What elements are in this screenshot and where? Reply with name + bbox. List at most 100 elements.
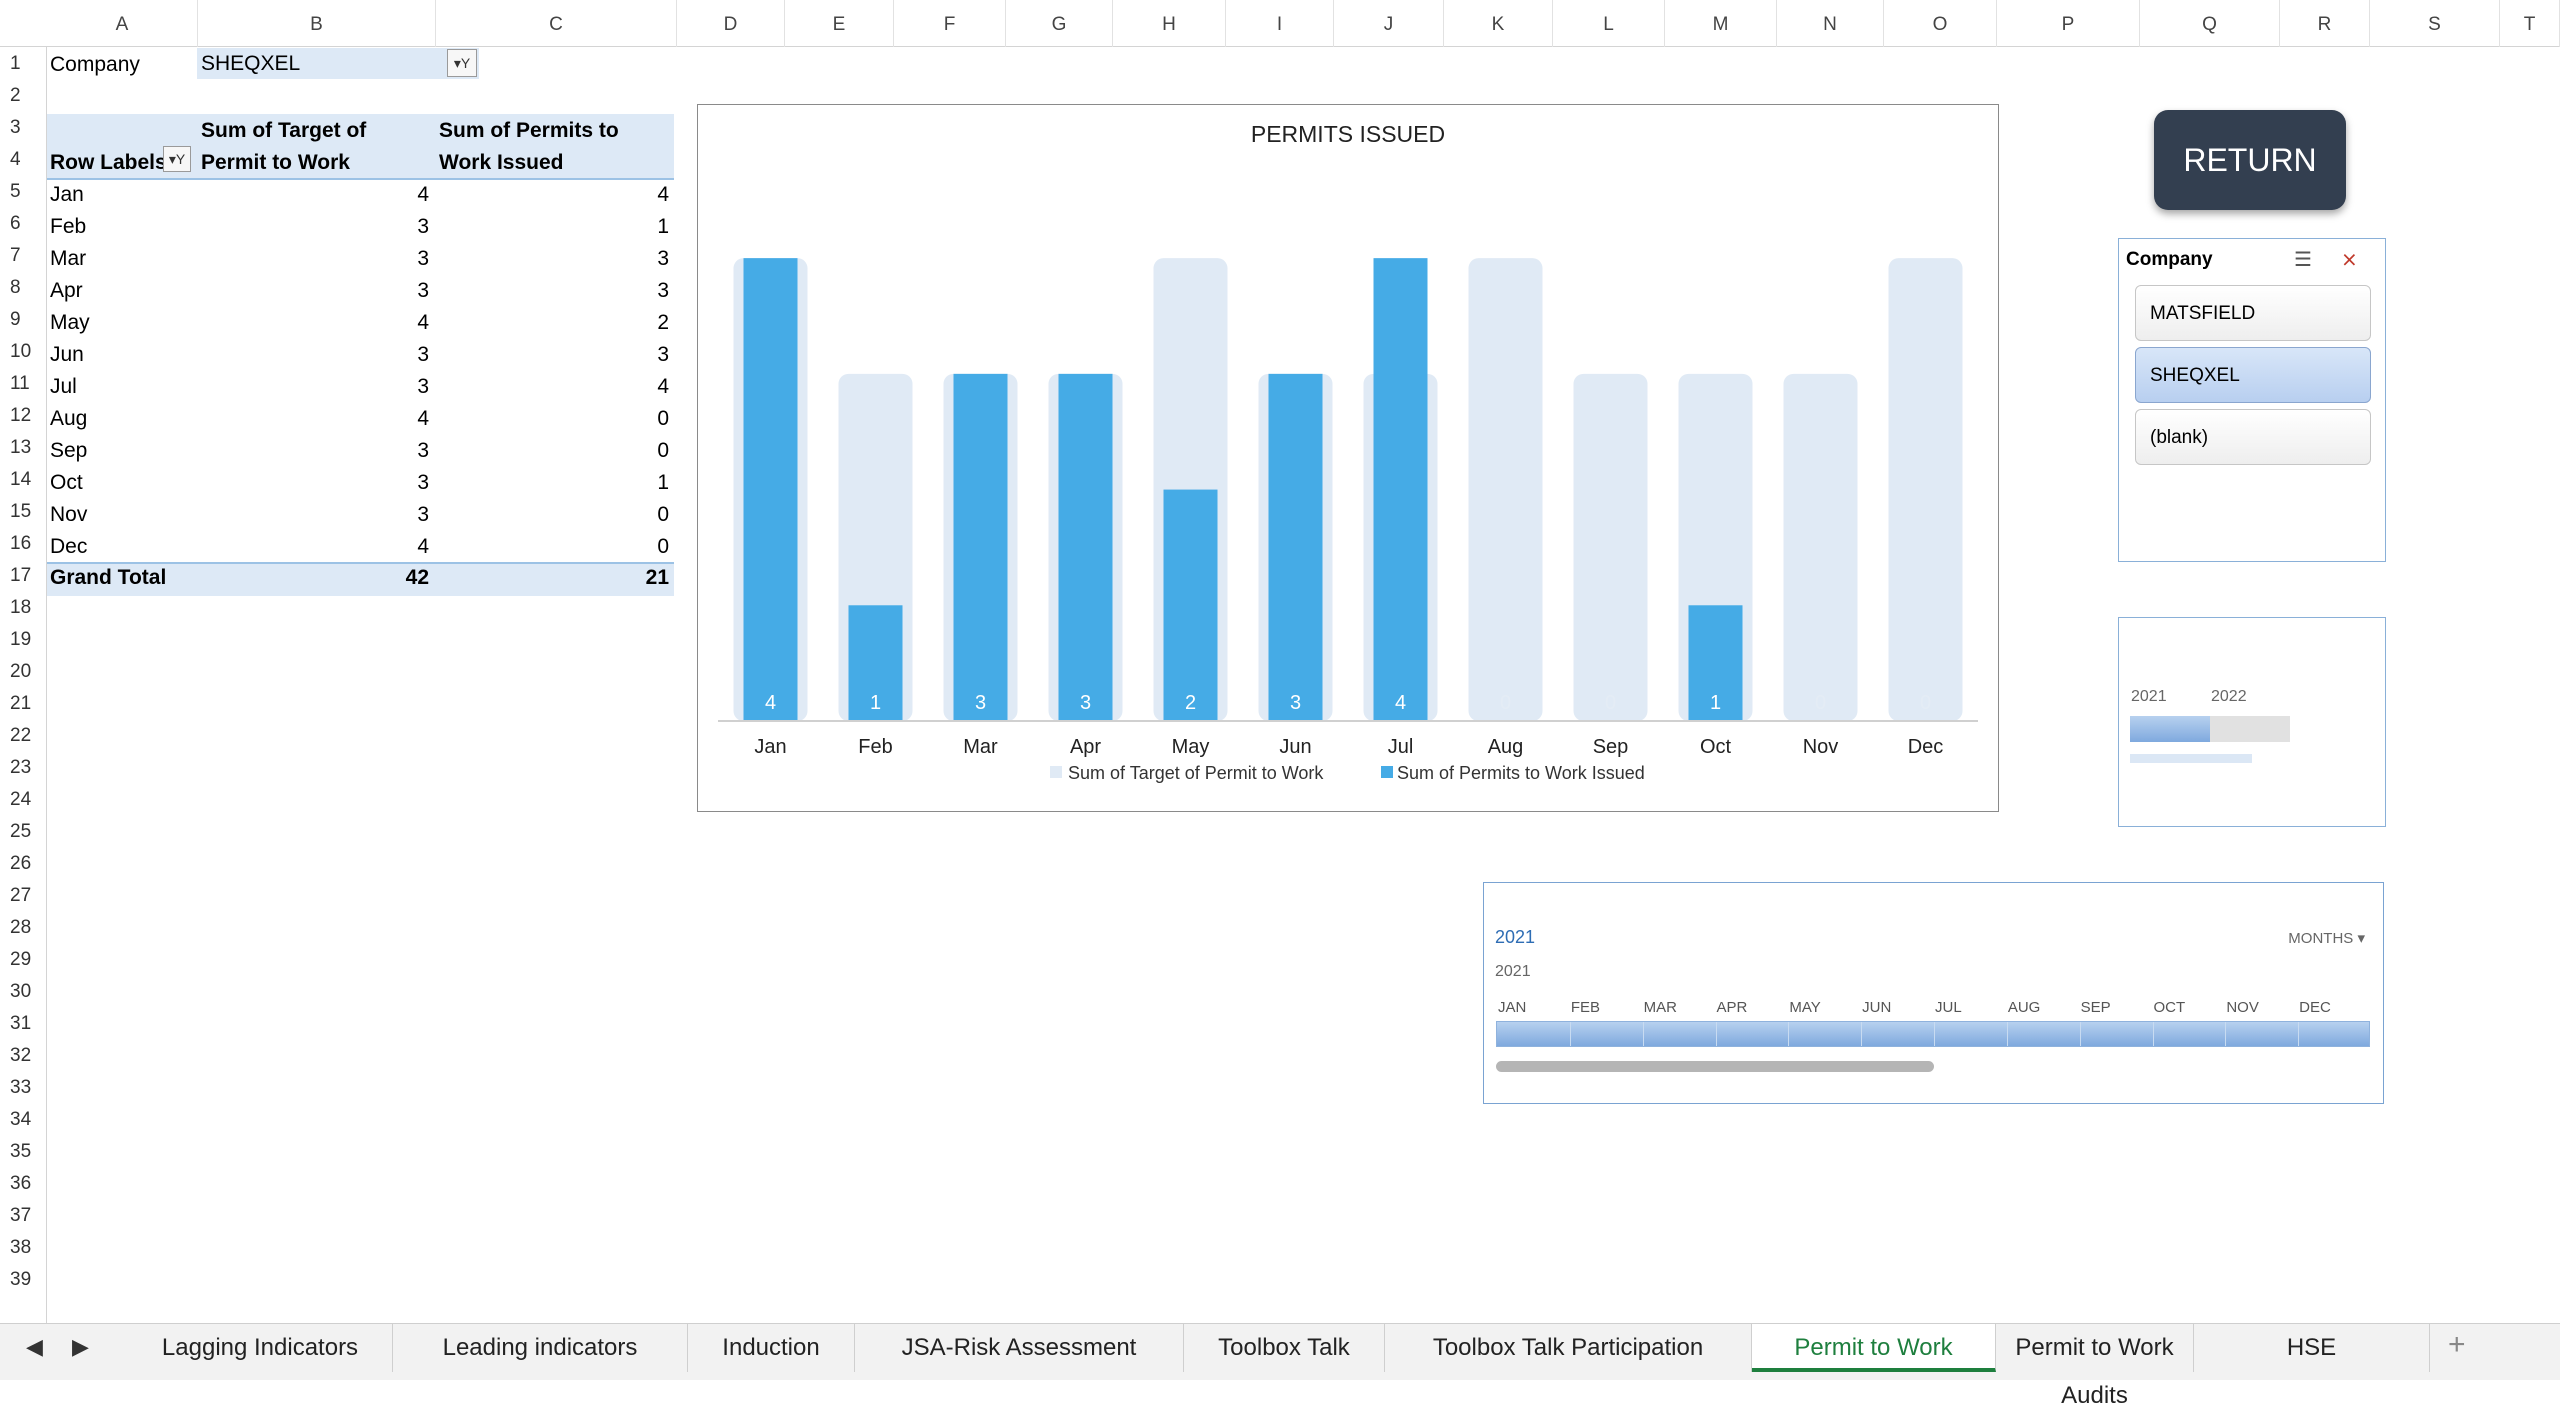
row-header-9[interactable]: 9 <box>10 309 21 330</box>
row-header-27[interactable]: 27 <box>10 885 32 906</box>
timeline-month-jul[interactable]: JUL <box>1935 999 1962 1016</box>
column-header-c[interactable]: C <box>436 0 677 47</box>
row-header-26[interactable]: 26 <box>10 853 32 874</box>
column-header-s[interactable]: S <box>2370 0 2500 47</box>
row-header-2[interactable]: 2 <box>10 85 21 106</box>
row-header-25[interactable]: 25 <box>10 821 32 842</box>
plus-icon[interactable]: + <box>2448 1328 2466 1361</box>
column-header-b[interactable]: B <box>198 0 436 47</box>
tab-toolbox-talk[interactable]: Toolbox Talk <box>1184 1324 1385 1372</box>
row-header-17[interactable]: 17 <box>10 565 32 586</box>
tab-leading-indicators[interactable]: Leading indicators <box>393 1324 688 1372</box>
timeline-month-apr[interactable]: APR <box>1716 999 1748 1016</box>
row-header-8[interactable]: 8 <box>10 277 21 298</box>
row-header-38[interactable]: 38 <box>10 1237 32 1258</box>
year-label-2021[interactable]: 2021 <box>2131 688 2167 705</box>
row-header-21[interactable]: 21 <box>10 693 32 714</box>
row-header-4[interactable]: 4 <box>10 149 21 170</box>
timeline-month-jun[interactable]: JUN <box>1862 999 1892 1016</box>
scroll-left-icon[interactable]: ◀ <box>26 1334 43 1359</box>
column-header-t[interactable]: T <box>2500 0 2560 47</box>
timeline-month-jan[interactable]: JAN <box>1498 999 1527 1016</box>
filter-dropdown-icon[interactable]: ▾Y <box>447 49 477 77</box>
scroll-right-icon[interactable]: ▶ <box>72 1334 89 1359</box>
row-header-20[interactable]: 20 <box>10 661 32 682</box>
row-header-22[interactable]: 22 <box>10 725 32 746</box>
slicer-item-sheqxel[interactable]: SHEQXEL <box>2135 347 2371 403</box>
column-header-a[interactable]: A <box>47 0 198 47</box>
column-header-m[interactable]: M <box>1665 0 1777 47</box>
column-header-l[interactable]: L <box>1553 0 1665 47</box>
timeline-level-dropdown[interactable]: MONTHS ▾ <box>2288 929 2365 947</box>
row-header-19[interactable]: 19 <box>10 629 32 650</box>
column-header-h[interactable]: H <box>1113 0 1226 47</box>
timeline-month-sep[interactable]: SEP <box>2080 999 2111 1016</box>
column-header-p[interactable]: P <box>1997 0 2140 47</box>
column-header-n[interactable]: N <box>1777 0 1884 47</box>
tab-hse[interactable]: HSE <box>2194 1324 2430 1372</box>
timeline-month-nov[interactable]: NOV <box>2226 999 2259 1016</box>
pivot-filter-value[interactable]: SHEQXEL <box>197 48 479 79</box>
row-header-24[interactable]: 24 <box>10 789 32 810</box>
year-selection-bar[interactable] <box>2130 716 2210 742</box>
row-header-12[interactable]: 12 <box>10 405 32 426</box>
row-header-34[interactable]: 34 <box>10 1109 32 1130</box>
column-header-g[interactable]: G <box>1006 0 1113 47</box>
column-header-i[interactable]: I <box>1226 0 1334 47</box>
row-header-32[interactable]: 32 <box>10 1045 32 1066</box>
row-header-29[interactable]: 29 <box>10 949 32 970</box>
year-scrollbar[interactable] <box>2130 754 2252 763</box>
column-header-o[interactable]: O <box>1884 0 1997 47</box>
row-header-15[interactable]: 15 <box>10 501 32 522</box>
return-button[interactable]: RETURN <box>2154 110 2346 210</box>
column-header-r[interactable]: R <box>2280 0 2370 47</box>
timeline-scrollbar[interactable] <box>1496 1061 1934 1072</box>
row-header-16[interactable]: 16 <box>10 533 32 554</box>
row-header-23[interactable]: 23 <box>10 757 32 778</box>
column-header-q[interactable]: Q <box>2140 0 2280 47</box>
column-header-k[interactable]: K <box>1444 0 1553 47</box>
row-header-1[interactable]: 1 <box>10 53 21 74</box>
column-header-j[interactable]: J <box>1334 0 1444 47</box>
row-labels-filter-icon[interactable]: ▾Y <box>163 146 191 172</box>
row-header-11[interactable]: 11 <box>10 373 30 394</box>
row-header-39[interactable]: 39 <box>10 1269 32 1290</box>
slicer-item-matsfield[interactable]: MATSFIELD <box>2135 285 2371 341</box>
row-header-6[interactable]: 6 <box>10 213 21 234</box>
row-header-18[interactable]: 18 <box>10 597 32 618</box>
row-header-36[interactable]: 36 <box>10 1173 32 1194</box>
tab-lagging-indicators[interactable]: Lagging Indicators <box>128 1324 393 1372</box>
row-header-5[interactable]: 5 <box>10 181 21 202</box>
row-header-37[interactable]: 37 <box>10 1205 32 1226</box>
row-header-35[interactable]: 35 <box>10 1141 32 1162</box>
row-header-33[interactable]: 33 <box>10 1077 32 1098</box>
tab-toolbox-talk-participation[interactable]: Toolbox Talk Participation <box>1385 1324 1752 1372</box>
timeline-month-mar[interactable]: MAR <box>1643 999 1677 1016</box>
timeline-month-dec[interactable]: DEC <box>2299 999 2331 1016</box>
tab-jsa-risk-assessment[interactable]: JSA-Risk Assessment <box>855 1324 1184 1372</box>
row-header-7[interactable]: 7 <box>10 245 21 266</box>
year-label-2022[interactable]: 2022 <box>2211 688 2247 705</box>
row-header-31[interactable]: 31 <box>10 1013 32 1034</box>
row-header-28[interactable]: 28 <box>10 917 32 938</box>
slicer-item-blank[interactable]: (blank) <box>2135 409 2371 465</box>
row-header-13[interactable]: 13 <box>10 437 32 458</box>
timeline-month-may[interactable]: MAY <box>1789 999 1821 1016</box>
tab-permit-to-work-audits[interactable]: Permit to Work Audits <box>1996 1324 2194 1409</box>
column-header-f[interactable]: F <box>894 0 1006 47</box>
row-header-30[interactable]: 30 <box>10 981 32 1002</box>
tab-permit-to-work[interactable]: Permit to Work <box>1752 1324 1996 1372</box>
row-header-10[interactable]: 10 <box>10 341 32 362</box>
timeline-selection-bar[interactable] <box>1496 1021 2370 1047</box>
row-header-14[interactable]: 14 <box>10 469 32 490</box>
column-header-e[interactable]: E <box>785 0 894 47</box>
timeline-month-feb[interactable]: FEB <box>1570 999 1601 1016</box>
multi-select-icon[interactable]: ☰ <box>2294 249 2312 271</box>
timeline-month-oct[interactable]: OCT <box>2153 999 2186 1016</box>
timeline-month-aug[interactable]: AUG <box>2007 999 2041 1016</box>
row-header-3[interactable]: 3 <box>10 117 21 138</box>
permits-issued-chart[interactable]: PERMITS ISSUED 4 Jan 1 Feb 3 Mar 3 Apr 2 May 3 Jun 4… <box>697 104 1999 812</box>
tab-induction[interactable]: Induction <box>688 1324 855 1372</box>
clear-filter-icon[interactable]: ⨯ <box>2341 249 2358 271</box>
column-header-d[interactable]: D <box>677 0 785 47</box>
